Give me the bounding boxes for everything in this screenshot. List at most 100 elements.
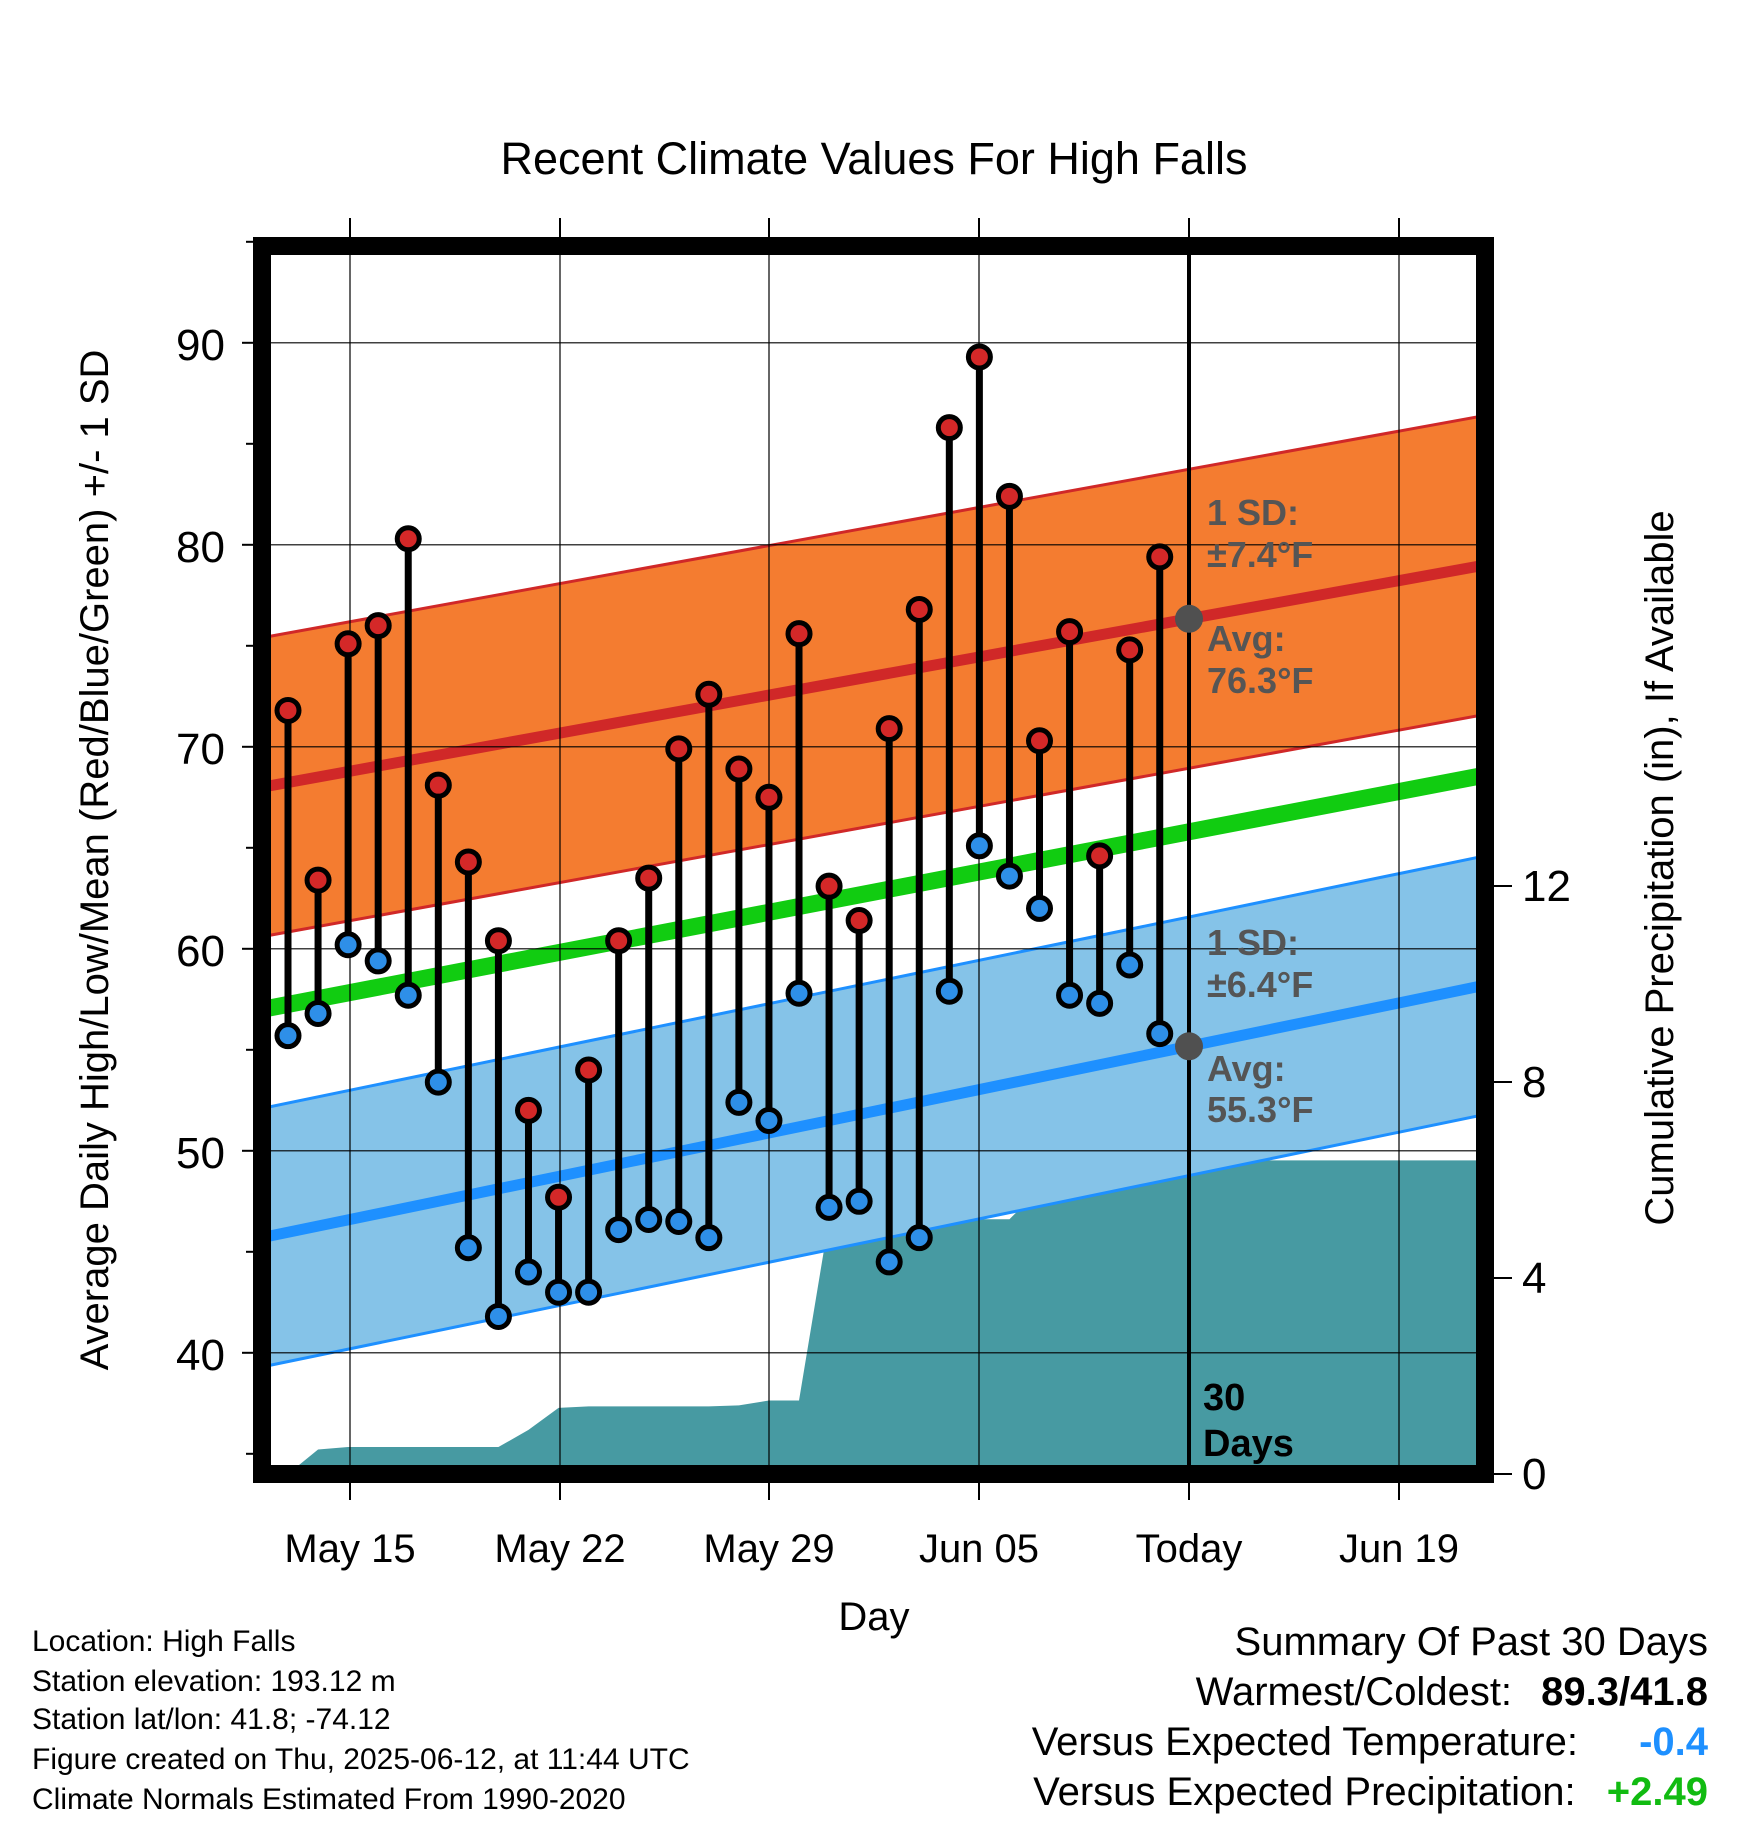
summary-temp-value: -0.4 xyxy=(1639,1720,1708,1764)
daily-low-point xyxy=(785,979,813,1007)
summary-warm-cold: Warmest/Coldest: 89.3/41.8 xyxy=(1196,1670,1708,1715)
footer-latlon: Station lat/lon: 41.8; -74.12 xyxy=(32,1703,391,1736)
daily-low-point xyxy=(454,1234,482,1262)
daily-high-point xyxy=(1086,842,1114,870)
daily-low-point xyxy=(545,1278,573,1306)
daily-low-point xyxy=(424,1068,452,1096)
footer-location: Location: High Falls xyxy=(32,1625,296,1658)
daily-low-point xyxy=(1146,1020,1174,1048)
summary-precip: Versus Expected Precipitation: +2.49 xyxy=(1033,1770,1708,1815)
today-marker-label: Days xyxy=(1203,1423,1294,1465)
daily-high-point xyxy=(665,735,693,763)
summary-warm-cold-label: Warmest/Coldest: xyxy=(1195,1670,1513,1714)
y-tick-label: 60 xyxy=(176,927,225,976)
daily-high-point xyxy=(1146,543,1174,571)
y-axis-label: Average Daily High/Low/Mean (Red/Blue/Gr… xyxy=(73,350,117,1371)
low-avg-value: 55.3°F xyxy=(1207,1089,1313,1130)
daily-high-point xyxy=(635,864,663,892)
daily-high-point xyxy=(965,343,993,371)
x-tick-label: Jun 19 xyxy=(1339,1527,1459,1571)
daily-low-point xyxy=(1086,989,1114,1017)
daily-low-point xyxy=(605,1216,633,1244)
daily-high-point xyxy=(785,620,813,648)
daily-high-point xyxy=(424,771,452,799)
daily-low-point xyxy=(575,1278,603,1306)
daily-high-point xyxy=(575,1056,603,1084)
high-avg-label: Avg: xyxy=(1207,618,1286,659)
high-sd-value: ±7.4°F xyxy=(1207,534,1313,575)
daily-high-point xyxy=(364,612,392,640)
daily-low-point xyxy=(364,947,392,975)
summary-precip-value: +2.49 xyxy=(1606,1770,1708,1814)
x-tick-label: Jun 05 xyxy=(919,1527,1039,1571)
daily-low-point xyxy=(845,1187,873,1215)
low-avg-marker xyxy=(1175,1032,1203,1061)
daily-high-point xyxy=(1056,618,1084,646)
daily-high-point xyxy=(725,755,753,783)
daily-low-point xyxy=(484,1302,512,1330)
daily-high-point xyxy=(605,927,633,955)
y-tick-label: 80 xyxy=(176,523,225,572)
daily-high-point xyxy=(274,696,302,724)
daily-high-point xyxy=(905,595,933,623)
y2-tick-label: 8 xyxy=(1522,1058,1546,1107)
daily-high-point xyxy=(875,715,903,743)
plot-frame xyxy=(253,237,1494,1483)
daily-high-point xyxy=(334,630,362,658)
normal-high-line xyxy=(262,559,1485,793)
daily-low-point xyxy=(665,1208,693,1235)
today-marker-label: 30 xyxy=(1203,1377,1245,1419)
y-tick-label: 70 xyxy=(176,725,225,774)
low-sd-value: ±6.4°F xyxy=(1207,964,1313,1005)
summary-warm-cold-value: 89.3/41.8 xyxy=(1541,1670,1708,1714)
daily-low-point xyxy=(815,1193,843,1221)
x-tick-label: May 29 xyxy=(703,1527,834,1571)
daily-low-point xyxy=(394,981,422,1009)
daily-low-point xyxy=(905,1224,933,1252)
daily-low-point xyxy=(1026,894,1053,922)
summary-temp: Versus Expected Temperature: -0.4 xyxy=(1032,1720,1708,1765)
footer-elevation: Station elevation: 193.12 m xyxy=(32,1665,396,1698)
daily-low-point xyxy=(274,1022,302,1050)
daily-low-point xyxy=(1056,981,1084,1009)
daily-high-point xyxy=(995,482,1023,510)
y2-tick-label: 12 xyxy=(1522,862,1571,911)
high-avg-value: 76.3°F xyxy=(1207,660,1313,701)
y2-tick-label: 0 xyxy=(1522,1450,1546,1499)
summary-precip-label: Versus Expected Precipitation: xyxy=(1033,1770,1576,1814)
daily-high-point xyxy=(1116,636,1144,664)
low-avg-label: Avg: xyxy=(1207,1048,1286,1089)
daily-low-point xyxy=(695,1224,723,1252)
y-tick-label: 40 xyxy=(176,1331,225,1380)
low-sd-label: 1 SD: xyxy=(1207,922,1299,963)
high-sd-label: 1 SD: xyxy=(1207,492,1299,533)
daily-high-point xyxy=(935,414,963,442)
x-axis-label: Day xyxy=(838,1595,909,1639)
y-tick-label: 90 xyxy=(176,321,225,370)
daily-low-point xyxy=(755,1107,783,1134)
y2-tick-label: 4 xyxy=(1522,1254,1546,1303)
precip-area xyxy=(288,1160,1485,1474)
daily-low-point xyxy=(514,1258,542,1286)
daily-low-point xyxy=(935,977,963,1005)
footer-normals: Climate Normals Estimated From 1990-2020 xyxy=(32,1783,626,1816)
x-tick-label: May 22 xyxy=(494,1527,625,1571)
daily-low-point xyxy=(725,1088,753,1116)
daily-high-point xyxy=(545,1183,573,1211)
daily-high-point xyxy=(394,525,422,553)
x-tick-label: Today xyxy=(1136,1527,1243,1571)
daily-high-point xyxy=(484,927,512,955)
daily-low-point xyxy=(965,832,993,860)
daily-low-point xyxy=(334,931,362,959)
summary-temp-label: Versus Expected Temperature: xyxy=(1031,1720,1578,1764)
daily-high-point xyxy=(755,783,783,811)
daily-high-point xyxy=(695,680,723,708)
daily-high-point xyxy=(1026,727,1053,755)
y-tick-label: 50 xyxy=(176,1129,225,1178)
daily-low-point xyxy=(635,1205,663,1233)
daily-high-point xyxy=(514,1096,542,1124)
x-tick-label: May 15 xyxy=(284,1527,415,1571)
daily-high-point xyxy=(815,872,843,900)
